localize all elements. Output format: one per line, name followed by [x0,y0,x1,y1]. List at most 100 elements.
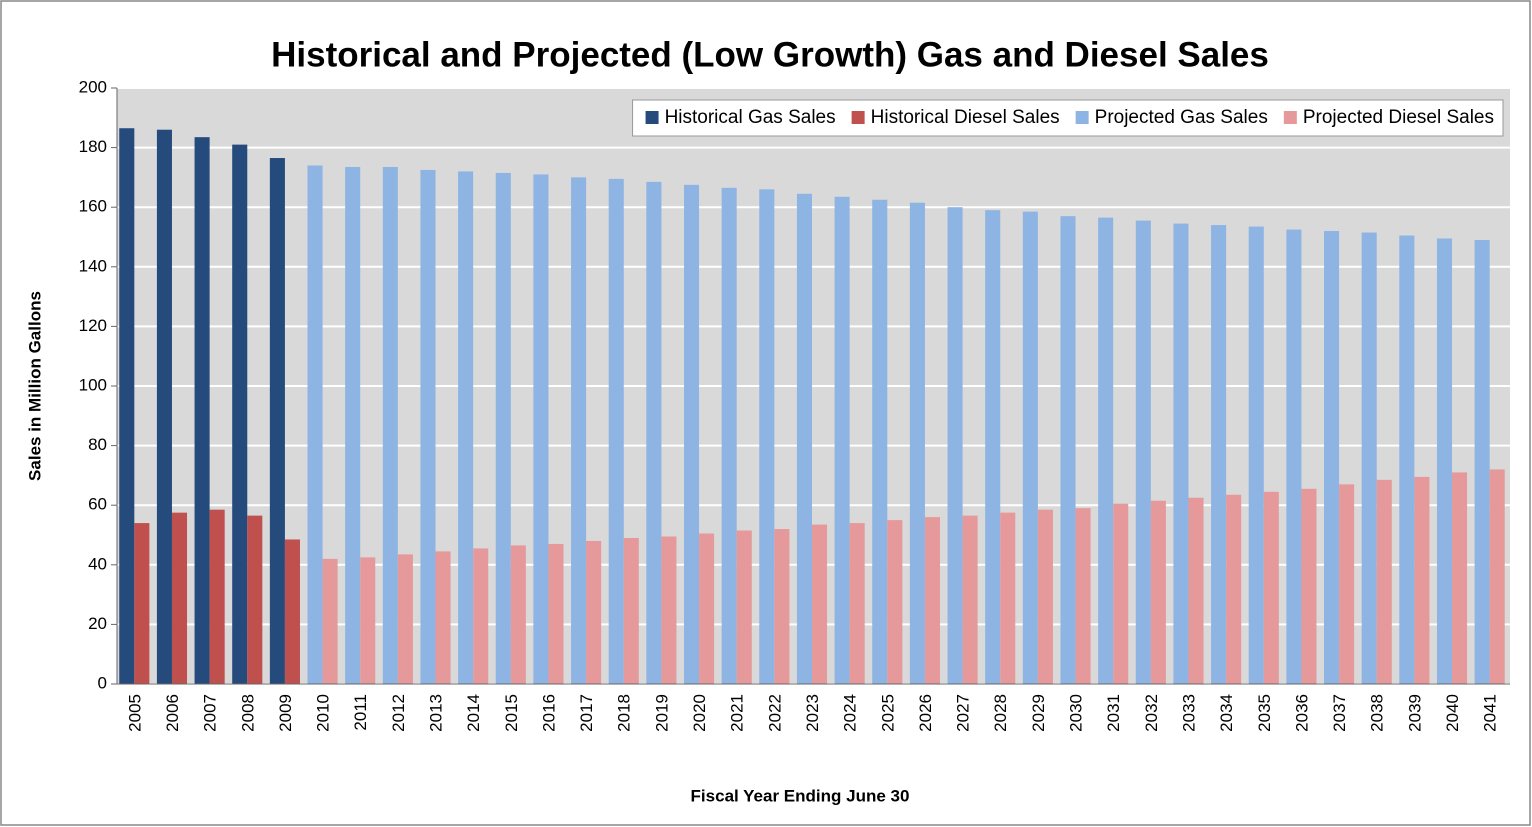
x-axis-title: Fiscal Year Ending June 30 [691,786,910,805]
y-tick-label: 160 [79,197,107,216]
y-tick-label: 40 [88,554,107,573]
bar [269,158,285,684]
y-tick-label: 140 [79,256,107,275]
bar [1211,225,1227,684]
bar [307,165,323,685]
y-tick-label: 120 [79,316,107,335]
x-tick-label: 2033 [1179,694,1198,732]
bar [1135,220,1151,685]
x-tick-label: 2013 [426,694,445,732]
bar [209,509,225,684]
x-tick-label: 2021 [728,694,747,732]
bar [1060,216,1076,684]
x-tick-label: 2041 [1481,694,1500,732]
x-tick-label: 2011 [351,694,370,731]
x-tick-label: 2009 [276,694,295,732]
x-tick-label: 2037 [1330,694,1349,732]
legend-box [632,99,1504,137]
bar [736,530,752,684]
bar [586,540,602,684]
bar [495,172,511,684]
bar [1263,491,1279,684]
x-tick-label: 2016 [539,694,558,732]
bar [849,523,865,684]
x-tick-label: 2010 [314,694,333,732]
x-tick-label: 2018 [615,694,634,732]
bar [510,545,526,684]
bar [322,558,338,684]
bar [420,169,436,684]
bar [1150,500,1166,684]
bar [796,193,812,685]
legend-swatch [851,111,865,124]
bar [661,536,677,684]
bar [1000,512,1016,684]
x-tick-label: 2015 [502,694,521,732]
bar [548,543,564,684]
bar [1474,239,1490,685]
legend-swatch [645,111,659,124]
x-tick-label: 2032 [1142,694,1161,732]
bar [1037,509,1053,684]
y-tick-label: 200 [79,77,107,96]
bar [1226,494,1242,684]
bar [947,207,963,684]
x-tick-label: 2006 [163,694,182,732]
x-tick-label: 2031 [1104,694,1123,732]
bar [284,539,300,684]
x-tick-label: 2040 [1443,694,1462,732]
bar [887,520,903,684]
bar [924,517,940,684]
bar [171,512,188,684]
bar [1324,231,1340,685]
bar [533,174,549,685]
x-tick-label: 2012 [389,694,408,732]
bar [473,548,489,684]
legend-label: Projected Gas Sales [1095,107,1268,128]
y-tick-label: 100 [79,375,107,394]
x-tick-label: 2027 [954,694,973,732]
y-tick-label: 180 [79,137,107,156]
y-axis-title: Sales in Million Gallons [25,291,44,481]
y-tick-label: 80 [88,435,107,454]
bar [435,551,451,684]
bar [1399,235,1415,684]
bar [985,210,1001,684]
bar [962,515,978,684]
x-tick-label: 2017 [577,694,596,732]
bar [1376,479,1392,684]
bar [721,187,737,684]
bar [909,202,925,685]
y-tick-label: 20 [88,614,107,633]
legend-label: Historical Diesel Sales [871,107,1060,128]
x-tick-label: 2005 [125,694,144,732]
bar [1173,223,1189,684]
legend-label: Projected Diesel Sales [1303,107,1494,128]
x-tick-label: 2020 [690,694,709,732]
bar [345,166,361,685]
x-tick-label: 2022 [765,694,784,732]
bar [1075,508,1091,684]
bar [382,166,398,685]
bar [1301,488,1317,684]
bar [1098,217,1114,684]
legend-label: Historical Gas Sales [665,107,836,128]
bar [834,196,850,684]
x-tick-label: 2023 [803,694,822,732]
chart-title: Historical and Projected (Low Growth) Ga… [271,35,1269,74]
x-tick-label: 2035 [1255,694,1274,732]
bar [156,129,172,685]
bar [872,199,888,684]
bar [1188,497,1204,684]
bar [1339,484,1355,684]
x-tick-label: 2008 [238,694,257,732]
bar [623,537,639,684]
x-tick-label: 2036 [1292,694,1311,732]
bar [134,523,150,684]
bar [1436,238,1453,685]
bar [608,178,624,684]
bar [683,184,700,684]
bar [571,177,587,684]
bar [1286,229,1302,685]
